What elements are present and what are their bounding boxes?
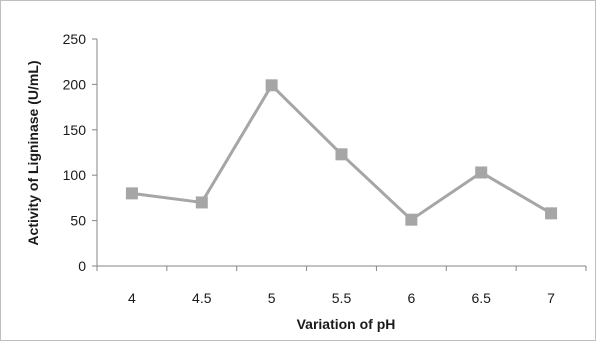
x-tick-label: 5.5 [332, 290, 352, 306]
y-tick-label: 50 [70, 213, 86, 229]
x-tick-label: 7 [547, 290, 555, 306]
data-point-marker [195, 196, 208, 209]
y-axis: 0 50 100 150 200 250 [63, 31, 98, 274]
x-axis-title: Variation of pH [297, 316, 396, 332]
x-tick-label: 6 [407, 290, 415, 306]
data-point-marker [265, 79, 278, 92]
y-tick-label: 200 [63, 76, 87, 92]
y-tick-label: 100 [63, 167, 87, 183]
y-tick-label: 250 [63, 31, 87, 47]
data-point-marker [335, 148, 348, 161]
data-point-marker [125, 187, 138, 200]
x-tick-label: 6.5 [471, 290, 491, 306]
series-group [125, 79, 558, 226]
x-tick-label: 5 [268, 290, 276, 306]
y-tick-label: 150 [63, 122, 87, 138]
data-point-marker [545, 207, 558, 220]
x-tick-label: 4 [128, 290, 136, 306]
data-point-marker [475, 166, 488, 179]
x-axis: 4 4.5 5 5.5 6 6.5 7 [96, 265, 587, 306]
y-tick-label: 0 [78, 258, 86, 274]
x-tick-label: 4.5 [192, 290, 212, 306]
y-axis-title: Activity of Ligninase (U/mL) [25, 60, 41, 245]
data-point-marker [405, 213, 418, 226]
